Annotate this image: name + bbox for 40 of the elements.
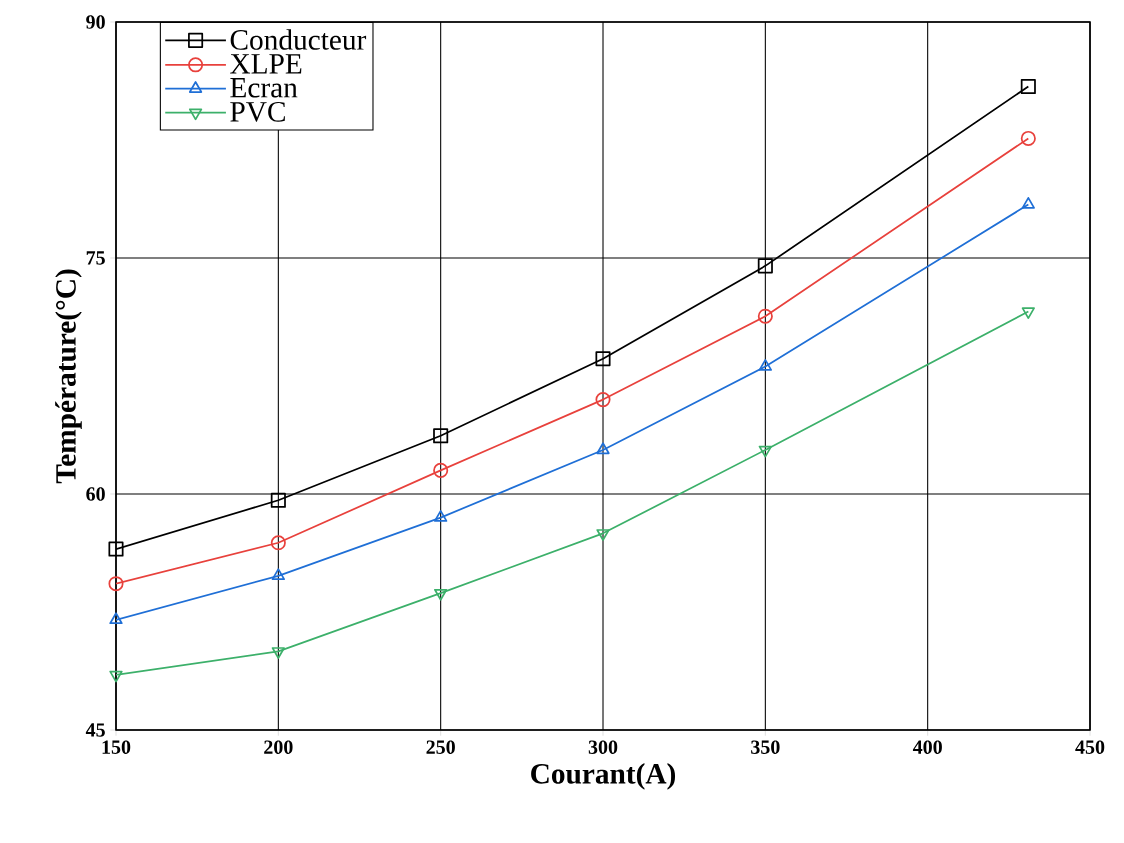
point (434, 510, 448, 522)
point (433, 428, 449, 444)
point (596, 529, 610, 541)
point (109, 612, 123, 625)
point (434, 588, 448, 601)
point (1020, 130, 1036, 146)
x-tick-label: 450 (1075, 740, 1105, 754)
legend-label: Ecran (230, 78, 298, 98)
y-tick-label: 90 (86, 15, 105, 29)
point (757, 308, 773, 324)
x-axis-title: Courant(A) (531, 763, 676, 790)
y-tick-label: 60 (86, 487, 105, 501)
point (271, 568, 285, 581)
point (433, 462, 449, 478)
point (1021, 196, 1035, 209)
x-tick-label: 150 (102, 740, 131, 754)
point (758, 359, 772, 371)
x-tick-label: 400 (912, 740, 942, 754)
point (757, 258, 773, 274)
y-axis-title: Température(°C) (55, 269, 82, 484)
x-tick-label: 300 (588, 740, 618, 754)
x-tick-label: 350 (751, 740, 780, 754)
y-tick-label: 45 (85, 723, 105, 737)
point (270, 492, 286, 508)
point (1020, 78, 1036, 95)
point (758, 445, 772, 458)
point (108, 576, 124, 592)
legend-label: XLPE (230, 54, 302, 74)
point (595, 392, 611, 408)
point (108, 541, 124, 557)
legend-label: Conducteur (230, 29, 367, 50)
point (271, 647, 285, 659)
y-tick-label: 75 (86, 251, 105, 265)
legend-label: PVC (230, 101, 285, 122)
point (595, 351, 611, 367)
point (596, 442, 610, 455)
point (109, 670, 123, 683)
point (270, 535, 286, 551)
x-tick-label: 200 (264, 740, 293, 754)
x-tick-label: 250 (426, 740, 455, 754)
